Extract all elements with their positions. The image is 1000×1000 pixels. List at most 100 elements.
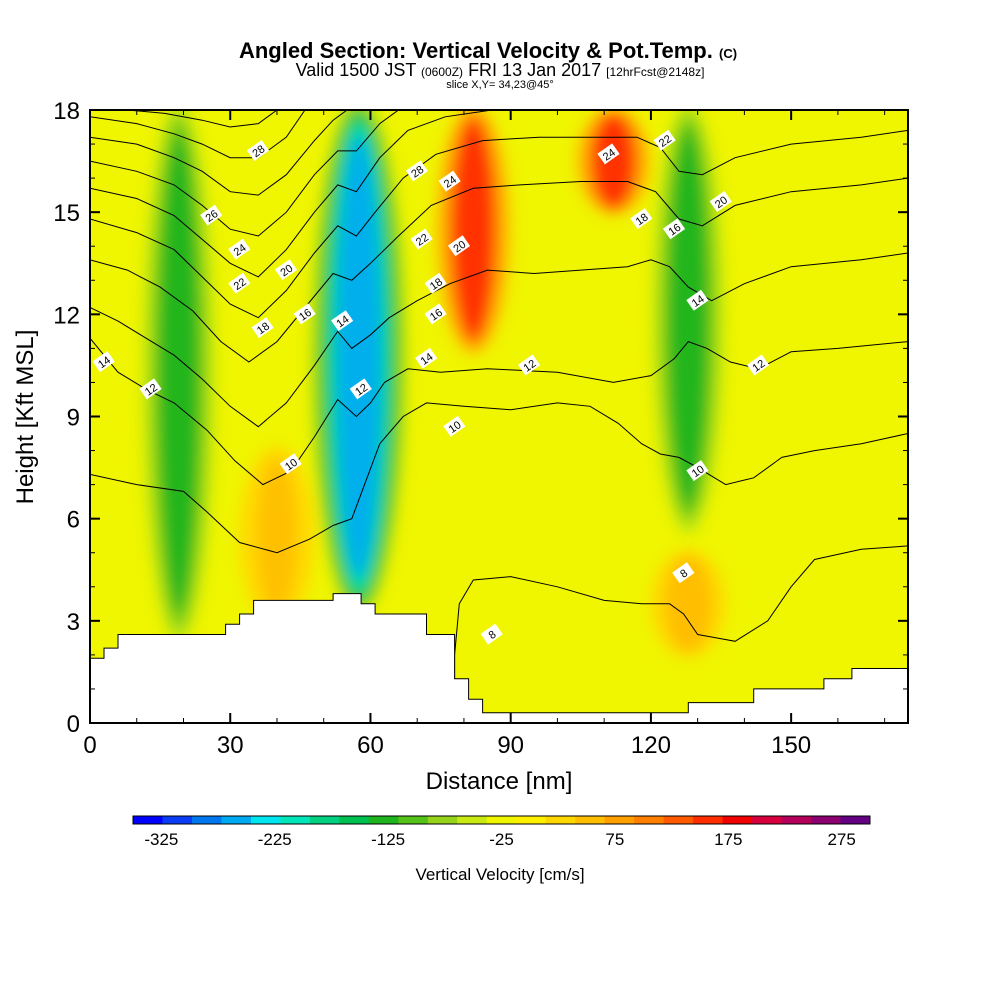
contour-label-text: 14	[96, 354, 113, 371]
contour-12	[90, 337, 908, 486]
contour-label: 12	[518, 354, 541, 376]
contour-label: 8	[480, 623, 503, 645]
contour-label-bg	[200, 204, 223, 226]
contour-label: 24	[597, 143, 620, 165]
x-tick-label: 150	[771, 732, 811, 759]
colorbar-swatch	[811, 816, 842, 824]
terrain	[90, 593, 908, 723]
contour-16	[90, 177, 908, 363]
contour-label-bg	[438, 170, 461, 192]
contour-label-text: 16	[428, 307, 445, 324]
contour-label-text: 24	[442, 174, 459, 191]
colorbar-swatch	[221, 816, 252, 824]
contour-label-text: 10	[283, 457, 300, 474]
colorbar-frame	[132, 815, 871, 825]
contour-label-bg	[279, 453, 302, 475]
contour-label-bg	[597, 143, 620, 165]
contour-label-text: 12	[751, 358, 768, 375]
y-axis: 0 3 6 9 12 15 18	[53, 98, 908, 738]
colorbar-swatch	[162, 816, 193, 824]
title-main: Angled Section: Vertical Velocity & Pot.…	[239, 38, 713, 63]
y-tick-label: 6	[67, 507, 80, 534]
y-axis-title: Height [Kft MSL]	[12, 330, 39, 505]
colorbar-tick-label: 175	[714, 830, 742, 849]
contour-label-text: 20	[278, 262, 295, 279]
title-units: (C)	[719, 46, 737, 61]
contour-label-text: 8	[487, 629, 499, 642]
colorbar-swatch	[427, 816, 458, 824]
contour-label-bg	[410, 228, 433, 250]
contour-label: 18	[424, 272, 447, 294]
contour-label-bg	[686, 460, 709, 482]
contour-label-bg	[443, 415, 466, 437]
x-tick-label: 0	[83, 732, 96, 759]
valid-prefix: Valid 1500 JST	[296, 60, 417, 80]
colorbar-swatch	[781, 816, 812, 824]
contour-20	[90, 110, 493, 278]
contour-label: 8	[672, 562, 695, 584]
contour-label: 14	[686, 289, 709, 311]
y-tick-label: 18	[53, 98, 80, 125]
colorbar-tick-label: -325	[144, 830, 178, 849]
contour-label-bg	[424, 272, 447, 294]
contour-label-bg	[630, 208, 653, 230]
contour-label: 22	[653, 129, 676, 151]
contour-label: 12	[349, 378, 372, 400]
colorbar-swatch	[309, 816, 340, 824]
contour-label: 28	[405, 160, 429, 182]
contour-label-text: 20	[713, 194, 730, 211]
colorbar-tick-label: -25	[489, 830, 514, 849]
valid-utc: (0600Z)	[421, 65, 463, 79]
colorbar-swatch	[457, 816, 488, 824]
colorbar-swatch	[693, 816, 724, 824]
colorbar-swatch	[191, 816, 222, 824]
colorbar-tick-label: 275	[827, 830, 855, 849]
contour-24	[90, 110, 348, 196]
contour-label-text: 12	[353, 382, 370, 399]
colorbar-tick-label: -125	[371, 830, 405, 849]
contour-label-text: 8	[678, 567, 690, 580]
contour-label-text: 28	[409, 164, 426, 181]
contour-label: 22	[228, 272, 251, 294]
colorbar-swatch	[516, 816, 547, 824]
colorbar-swatch	[840, 816, 871, 824]
contour-label: 20	[447, 235, 471, 257]
colorbar: -325 -225 -125 -25 75 175 275	[132, 815, 871, 849]
contour-label: 28	[246, 140, 270, 161]
contour-label-bg	[228, 272, 251, 294]
contour-label-bg	[415, 347, 438, 369]
valid-date: FRI 13 Jan 2017	[468, 60, 601, 80]
contour-label-bg	[672, 562, 695, 584]
contour-label-bg	[518, 354, 541, 376]
contour-10	[90, 402, 908, 554]
contour-28	[127, 110, 278, 128]
x-tick-label: 90	[497, 732, 524, 759]
velocity-field	[141, 110, 726, 658]
y-tick-label: 12	[53, 302, 80, 329]
colorbar-swatch	[280, 816, 311, 824]
contour-label-text: 22	[657, 133, 674, 150]
colorbar-title: Vertical Velocity [cm/s]	[415, 865, 584, 884]
contour-26	[90, 110, 306, 159]
contour-label-text: 16	[297, 307, 314, 324]
contour-label: 16	[662, 218, 686, 240]
colorbar-swatch	[250, 816, 281, 824]
colorbar-swatch	[663, 816, 694, 824]
contour-label: 20	[274, 259, 298, 281]
contour-label-bg	[293, 303, 316, 325]
contour-label-text: 14	[419, 351, 436, 368]
contour-label: 18	[630, 208, 653, 230]
contour-label-bg	[349, 378, 372, 400]
y-tick-label: 0	[67, 711, 80, 738]
contour-22	[90, 110, 399, 237]
contour-label-bg	[228, 238, 251, 260]
colorbar-swatch	[339, 816, 370, 824]
colorbar-swatch	[752, 816, 783, 824]
contour-label-bg	[246, 140, 270, 161]
contour-label-bg	[274, 259, 298, 281]
contour-label-text: 14	[335, 313, 352, 330]
contour-label-text: 28	[250, 143, 267, 160]
contour-labels: 28 26 24 22 20 18 16 14 14 12 12 10 28 24 22 20 18 16 14 12…	[92, 129, 770, 645]
x-axis: 0 30 60 90 120 150	[83, 110, 886, 759]
